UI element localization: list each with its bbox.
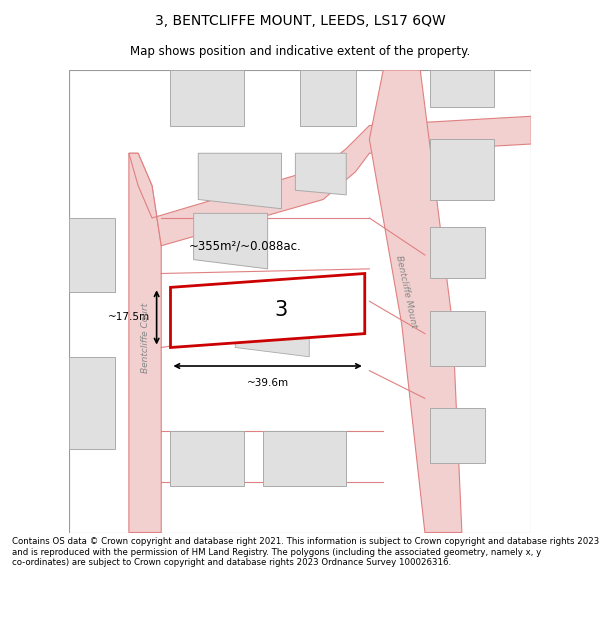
Polygon shape bbox=[194, 213, 268, 269]
Polygon shape bbox=[170, 274, 365, 348]
Polygon shape bbox=[430, 311, 485, 366]
Polygon shape bbox=[263, 431, 346, 486]
Polygon shape bbox=[370, 70, 462, 532]
Text: ~17.5m: ~17.5m bbox=[107, 312, 149, 322]
Text: Bentcliffe Mount: Bentcliffe Mount bbox=[394, 255, 418, 329]
Text: Map shows position and indicative extent of the property.: Map shows position and indicative extent… bbox=[130, 45, 470, 58]
Polygon shape bbox=[300, 70, 355, 126]
Polygon shape bbox=[170, 70, 245, 126]
Polygon shape bbox=[430, 228, 485, 278]
Polygon shape bbox=[69, 357, 115, 449]
Text: Bentcliffe Court: Bentcliffe Court bbox=[140, 303, 149, 373]
Polygon shape bbox=[235, 297, 309, 357]
Text: 3, BENTCLIFFE MOUNT, LEEDS, LS17 6QW: 3, BENTCLIFFE MOUNT, LEEDS, LS17 6QW bbox=[155, 14, 445, 28]
Polygon shape bbox=[430, 70, 494, 107]
Polygon shape bbox=[69, 218, 115, 292]
Polygon shape bbox=[430, 408, 485, 463]
Text: Contains OS data © Crown copyright and database right 2021. This information is : Contains OS data © Crown copyright and d… bbox=[12, 538, 599, 568]
Polygon shape bbox=[129, 116, 531, 246]
Polygon shape bbox=[295, 153, 346, 195]
Polygon shape bbox=[170, 431, 245, 486]
Polygon shape bbox=[198, 153, 281, 209]
Polygon shape bbox=[430, 139, 494, 199]
Text: ~355m²/~0.088ac.: ~355m²/~0.088ac. bbox=[189, 239, 302, 252]
Polygon shape bbox=[129, 153, 161, 532]
Text: 3: 3 bbox=[275, 301, 288, 321]
Text: ~39.6m: ~39.6m bbox=[247, 378, 289, 388]
